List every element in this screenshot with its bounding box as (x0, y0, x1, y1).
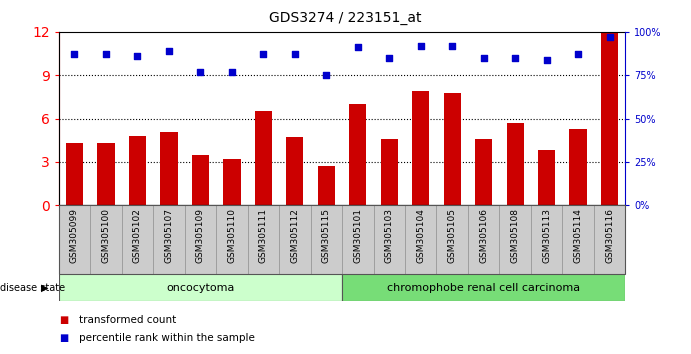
Bar (507, 123, 524, 205)
Text: GSM305101: GSM305101 (353, 208, 362, 263)
Point (290, 52, 301, 57)
Point (478, 55, 489, 61)
Point (163, 48, 174, 54)
Bar (153, 205, 184, 274)
Bar (601, 32, 618, 205)
Text: GSM305104: GSM305104 (416, 208, 425, 263)
Text: GSM305106: GSM305106 (479, 208, 489, 263)
Text: GSM305107: GSM305107 (164, 208, 173, 263)
Point (573, 52, 584, 57)
Bar (412, 91, 429, 205)
Bar (444, 93, 461, 205)
Bar (191, 155, 209, 205)
Bar (500, 205, 531, 274)
Text: ■: ■ (59, 315, 68, 325)
Text: transformed count: transformed count (79, 315, 177, 325)
Bar (562, 205, 594, 274)
Text: disease state: disease state (0, 282, 65, 293)
Bar (468, 205, 500, 274)
Bar (59, 274, 342, 301)
Bar (91, 205, 122, 274)
Text: GSM305114: GSM305114 (574, 208, 583, 263)
Bar (59, 205, 91, 274)
Text: GSM305102: GSM305102 (133, 208, 142, 263)
Bar (160, 132, 178, 205)
Text: GSM305099: GSM305099 (70, 208, 79, 263)
Text: GSM305115: GSM305115 (322, 208, 331, 263)
Bar (342, 274, 625, 301)
Point (69, 52, 80, 57)
Bar (223, 159, 240, 205)
Text: GSM305112: GSM305112 (290, 208, 299, 263)
Bar (531, 205, 562, 274)
Bar (129, 136, 146, 205)
Text: oncocytoma: oncocytoma (167, 282, 234, 293)
Point (352, 45, 363, 50)
Bar (184, 205, 216, 274)
Bar (538, 150, 556, 205)
Text: GSM305100: GSM305100 (102, 208, 111, 263)
Bar (122, 205, 153, 274)
Text: GSM305116: GSM305116 (605, 208, 614, 263)
Text: GSM305111: GSM305111 (259, 208, 268, 263)
Bar (475, 139, 493, 205)
Point (384, 55, 395, 61)
Point (510, 55, 521, 61)
Point (100, 52, 111, 57)
Point (604, 34, 615, 40)
Bar (569, 129, 587, 205)
Bar (216, 205, 247, 274)
Point (541, 57, 552, 62)
Text: ▶: ▶ (41, 282, 48, 293)
Bar (97, 143, 115, 205)
Bar (318, 166, 335, 205)
Bar (381, 139, 398, 205)
Bar (374, 205, 405, 274)
Bar (286, 137, 303, 205)
Text: GSM305108: GSM305108 (511, 208, 520, 263)
Text: GSM305110: GSM305110 (227, 208, 236, 263)
Text: GSM305109: GSM305109 (196, 208, 205, 263)
Point (415, 43, 426, 48)
Bar (247, 205, 279, 274)
Bar (437, 205, 468, 274)
Text: GSM305105: GSM305105 (448, 208, 457, 263)
Bar (342, 205, 374, 274)
Text: GDS3274 / 223151_at: GDS3274 / 223151_at (269, 11, 422, 25)
Bar (255, 112, 272, 205)
Point (195, 69, 206, 75)
Text: ■: ■ (59, 333, 68, 343)
Point (132, 53, 143, 59)
Bar (66, 143, 83, 205)
Bar (349, 104, 366, 205)
Bar (594, 205, 625, 274)
Text: GSM305103: GSM305103 (385, 208, 394, 263)
Bar (310, 205, 342, 274)
Text: GSM305113: GSM305113 (542, 208, 551, 263)
Text: chromophobe renal cell carcinoma: chromophobe renal cell carcinoma (387, 282, 580, 293)
Bar (279, 205, 310, 274)
Bar (405, 205, 437, 274)
Point (321, 73, 332, 78)
Text: percentile rank within the sample: percentile rank within the sample (79, 333, 256, 343)
Point (446, 43, 457, 48)
Point (227, 69, 238, 75)
Point (258, 52, 269, 57)
